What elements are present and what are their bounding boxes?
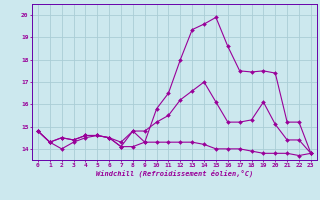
X-axis label: Windchill (Refroidissement éolien,°C): Windchill (Refroidissement éolien,°C) [96, 170, 253, 177]
